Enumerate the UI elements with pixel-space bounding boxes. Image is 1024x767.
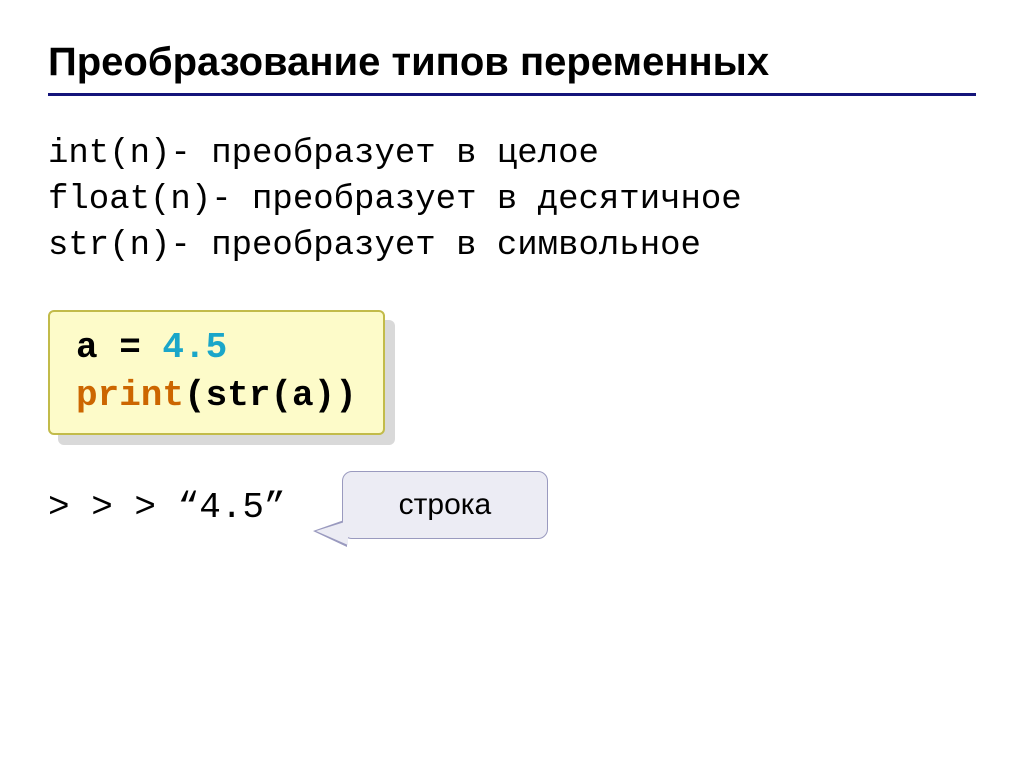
slide-title: Преобразование типов переменных: [48, 40, 976, 85]
descriptions-block: int(n)- преобразует в целое float(n)- пр…: [48, 132, 976, 270]
code-args: (str(a)): [184, 375, 357, 416]
callout-wrap: строка: [342, 471, 549, 539]
output-row: > > > “4.5” строка: [48, 471, 976, 539]
title-underline: [48, 93, 976, 96]
callout-tail: [316, 521, 348, 545]
callout-bubble: строка: [342, 471, 549, 539]
code-line-1: a = 4.5: [76, 324, 357, 373]
desc-int: int(n)- преобразует в целое: [48, 132, 976, 178]
code-var: a: [76, 327, 98, 368]
code-number: 4.5: [162, 327, 227, 368]
codebox: a = 4.5 print(str(a)): [48, 310, 385, 435]
code-eq: =: [98, 327, 163, 368]
code-line-2: print(str(a)): [76, 372, 357, 421]
desc-str: str(n)- преобразует в символьное: [48, 224, 976, 270]
output-text: > > > “4.5”: [48, 471, 286, 528]
code-example-box: a = 4.5 print(str(a)): [48, 310, 385, 435]
code-keyword: print: [76, 375, 184, 416]
desc-float: float(n)- преобразует в десятичное: [48, 178, 976, 224]
